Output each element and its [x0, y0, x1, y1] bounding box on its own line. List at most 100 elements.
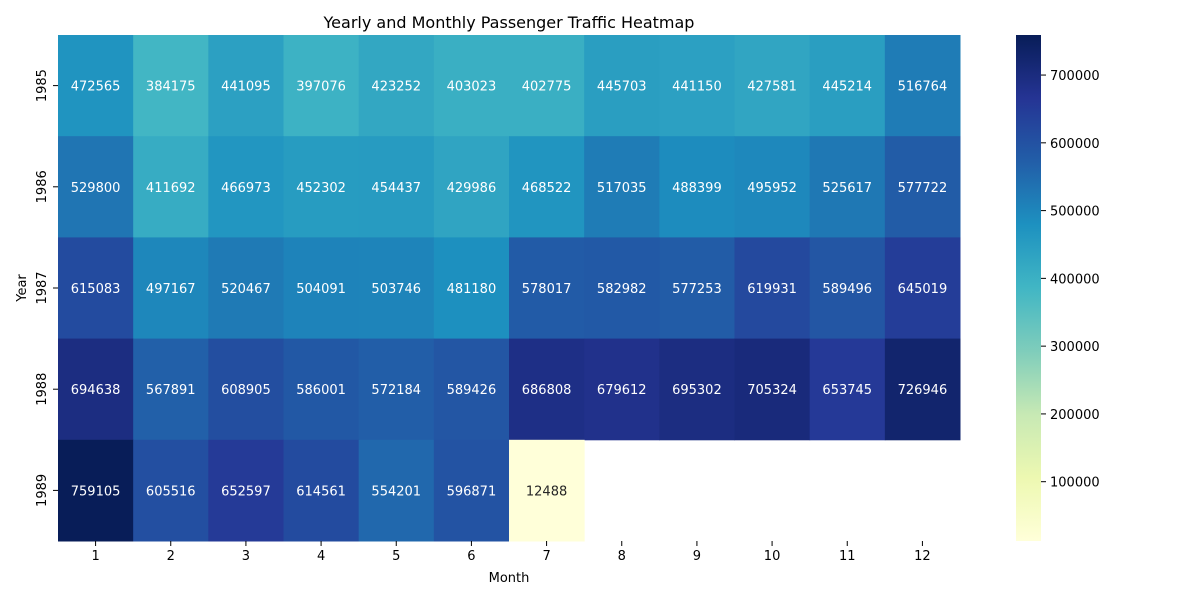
- cell-value-label: 577253: [672, 282, 722, 297]
- heatmap-cell: [659, 338, 735, 441]
- heatmap-cell: [358, 338, 435, 441]
- cell-value-label: 589426: [447, 383, 497, 398]
- heatmap-cell: [809, 338, 886, 441]
- cell-value-label: 589496: [822, 282, 872, 297]
- cell-value-label: 454437: [371, 181, 421, 196]
- cell-value-label: 445214: [822, 80, 872, 95]
- cell-value-label: 517035: [597, 181, 647, 196]
- heatmap-cell: [433, 35, 510, 137]
- cell-value-label: 652597: [221, 484, 271, 499]
- cell-value-label: 397076: [296, 80, 346, 95]
- cell-value-label: 582982: [597, 282, 647, 297]
- x-tick-label: 8: [618, 549, 626, 564]
- heatmap-cell: [884, 136, 961, 238]
- cell-value-label: 605516: [146, 484, 196, 499]
- cell-value-label: 497167: [146, 282, 196, 297]
- cell-value-label: 520467: [221, 282, 271, 297]
- y-tick-label: 1988: [35, 373, 50, 406]
- x-tick-label: 11: [839, 549, 856, 564]
- colorbar-gradient: [1016, 35, 1041, 541]
- cell-value-label: 427581: [747, 80, 797, 95]
- cell-value-label: 441095: [221, 80, 271, 95]
- x-tick-label: 4: [317, 549, 325, 564]
- cell-value-label: 403023: [447, 80, 497, 95]
- x-tick-label: 3: [242, 549, 250, 564]
- cell-value-label: 504091: [296, 282, 346, 297]
- y-tick-label: 1989: [35, 474, 50, 507]
- chart-title: Yearly and Monthly Passenger Traffic Hea…: [323, 13, 695, 32]
- heatmap-cell: [509, 35, 585, 137]
- heatmap-cell: [809, 237, 886, 340]
- colorbar-tick-label: 400000: [1050, 272, 1100, 287]
- y-tick-label: 1986: [35, 170, 50, 203]
- cell-value-label: 619931: [747, 282, 797, 297]
- cell-value-label: 586001: [296, 383, 346, 398]
- heatmap-cell: [133, 35, 209, 137]
- heatmap-cell: [659, 136, 735, 238]
- cell-value-label: 441150: [672, 80, 722, 95]
- cell-value-label: 503746: [371, 282, 421, 297]
- y-axis-label: Year: [15, 274, 30, 303]
- cell-value-label: 645019: [898, 282, 948, 297]
- cell-value-label: 402775: [522, 80, 572, 95]
- cell-value-label: 12488: [526, 484, 567, 499]
- heatmap-cell: [884, 35, 961, 137]
- heatmap-cell: [133, 338, 209, 441]
- x-tick-label: 10: [764, 549, 781, 564]
- y-axis: 1985 1986 1987 1988 1989: [35, 69, 58, 507]
- heatmap-cell: [734, 237, 811, 340]
- heatmap-cell: [283, 136, 360, 238]
- cell-value-label: 472565: [71, 80, 121, 95]
- cell-value-label: 466973: [221, 181, 271, 196]
- y-tick-label: 1985: [35, 69, 50, 102]
- heatmap-cell: [133, 136, 209, 238]
- x-tick-label: 12: [914, 549, 931, 564]
- cell-value-label: 429986: [447, 181, 497, 196]
- heatmap-cell: [58, 237, 134, 340]
- heatmap-cell: [734, 338, 811, 441]
- heatmap-cell: [809, 35, 886, 137]
- heatmap-cell: [58, 439, 134, 542]
- heatmap-cell: [208, 338, 284, 441]
- x-axis: 1 2 3 4 5 6 7 8 9 10 11 12: [91, 541, 931, 564]
- heatmap-cell: [283, 338, 360, 441]
- heatmap-cell: [358, 35, 435, 137]
- cell-value-label: 423252: [371, 80, 421, 95]
- heatmap-cell: [809, 136, 886, 238]
- cell-value-label: 516764: [898, 80, 948, 95]
- x-tick-label: 9: [693, 549, 701, 564]
- heatmap-cell: [433, 338, 510, 441]
- x-tick-label: 5: [392, 549, 400, 564]
- colorbar-tick-label: 300000: [1050, 340, 1100, 355]
- cell-value-label: 726946: [898, 383, 948, 398]
- heatmap-cell: [659, 35, 735, 137]
- cell-value-label: 452302: [296, 181, 346, 196]
- heatmap-cell: [133, 439, 209, 542]
- cell-value-label: 567891: [146, 383, 196, 398]
- heatmap-cell: [58, 338, 134, 441]
- cell-value-label: 411692: [146, 181, 196, 196]
- heatmap-cell: [358, 136, 435, 238]
- cell-value-label: 653745: [822, 383, 872, 398]
- heatmap-cell: [584, 136, 660, 238]
- heatmap-cell: [509, 136, 585, 238]
- cell-value-label: 596871: [447, 484, 497, 499]
- heatmap-cell: [58, 35, 134, 137]
- heatmap-cell: [58, 136, 134, 238]
- heatmap-cell: [358, 237, 435, 340]
- heatmap-cell: [358, 439, 435, 542]
- cell-value-label: 384175: [146, 80, 196, 95]
- heatmap-cells: 472565 384175 441095 397076 423252 403023 4027…: [58, 35, 961, 542]
- heatmap-cell: [208, 439, 284, 542]
- x-tick-label: 2: [167, 549, 175, 564]
- heatmap-cell: [283, 237, 360, 340]
- cell-value-label: 572184: [371, 383, 421, 398]
- cell-value-label: 577722: [898, 181, 948, 196]
- heatmap-cell: [283, 35, 360, 137]
- cell-value-label: 578017: [522, 282, 572, 297]
- colorbar-tick-label: 600000: [1050, 137, 1100, 152]
- cell-value-label: 686808: [522, 383, 572, 398]
- colorbar-tick-label: 700000: [1050, 69, 1100, 84]
- heatmap-cell: [433, 237, 510, 340]
